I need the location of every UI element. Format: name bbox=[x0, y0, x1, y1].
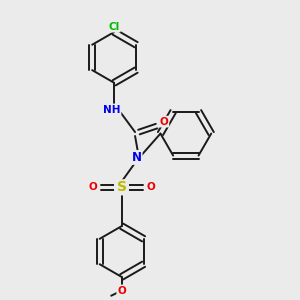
Text: S: S bbox=[117, 180, 127, 194]
Text: N: N bbox=[132, 151, 142, 164]
Bar bbox=[114, 181, 129, 194]
Text: Cl: Cl bbox=[109, 22, 120, 32]
Text: O: O bbox=[117, 286, 126, 296]
Text: O: O bbox=[160, 117, 168, 127]
Text: O: O bbox=[146, 182, 155, 192]
Text: NH: NH bbox=[103, 105, 121, 115]
Text: O: O bbox=[88, 182, 97, 192]
